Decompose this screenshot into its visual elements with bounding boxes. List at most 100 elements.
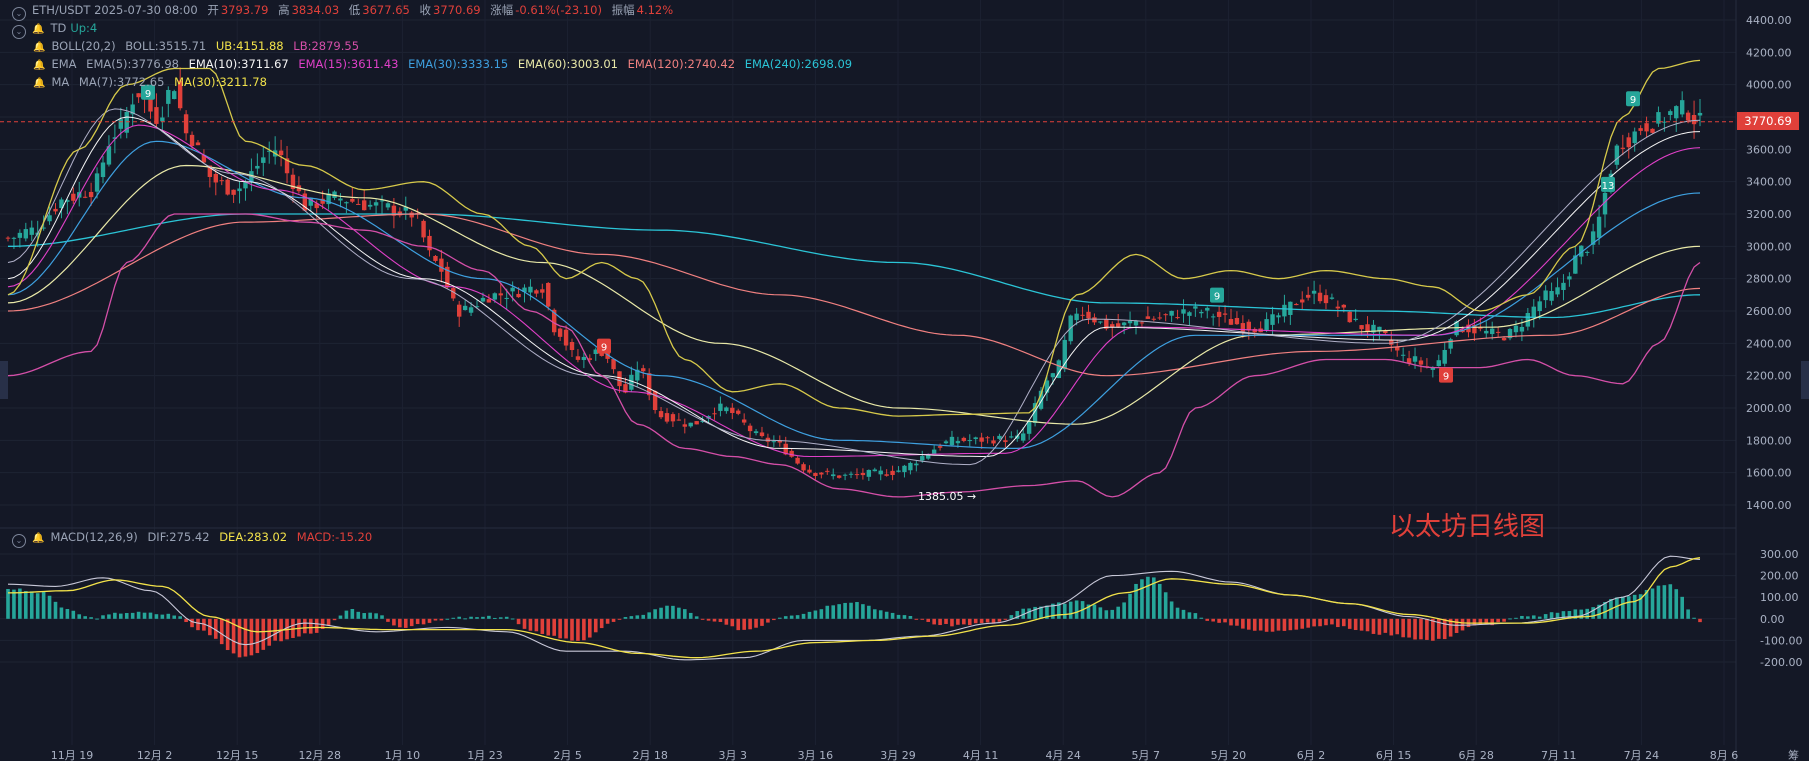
macd-histogram-bar <box>1306 618 1310 628</box>
candle-body <box>1276 315 1281 318</box>
macd-histogram-bar <box>677 607 681 619</box>
price-tick-label: 1400.00 <box>1746 499 1792 512</box>
macd-histogram-bar <box>1419 618 1423 640</box>
candle-body <box>41 227 46 229</box>
left-panel-toggle[interactable] <box>0 361 8 399</box>
collapse-icon[interactable]: ⌄ <box>12 7 26 21</box>
candle-body <box>278 150 284 156</box>
macd-histogram-bar <box>1027 608 1031 619</box>
macd-histogram-bar <box>83 616 87 619</box>
macd-histogram-bar <box>967 618 972 626</box>
macd-histogram-bar <box>1092 604 1097 619</box>
macd-histogram-bar <box>314 618 319 633</box>
boll-name: BOLL(20,2) <box>51 39 116 53</box>
candle-body <box>356 203 361 205</box>
macd-histogram-bar <box>1353 618 1358 631</box>
ma7-value: MA(7):3772.65 <box>78 75 165 89</box>
collapse-icon[interactable]: ⌄ <box>12 534 26 548</box>
date-tick-label: 6月 15 <box>1376 749 1412 761</box>
candle-body <box>848 473 854 475</box>
macd-histogram-bar <box>760 618 764 626</box>
macd-histogram-bar <box>872 609 877 619</box>
macd-histogram-bar <box>451 617 456 619</box>
candle-body <box>1418 360 1424 365</box>
macd-histogram-bar <box>297 618 301 637</box>
macd-histogram-bar <box>1294 618 1299 630</box>
bell-icon[interactable]: 🔔 <box>32 533 45 544</box>
bell-icon[interactable]: 🔔 <box>33 60 46 71</box>
candle-body <box>314 203 319 209</box>
candle-body <box>71 193 76 201</box>
macd-histogram-bar <box>878 610 883 619</box>
candle-body <box>985 437 990 439</box>
candle-body <box>17 232 23 238</box>
candle-body <box>1234 317 1240 325</box>
right-panel-toggle[interactable] <box>1801 361 1809 399</box>
bell-icon[interactable]: 🔔 <box>33 78 46 89</box>
candle-body <box>658 411 664 418</box>
candle-body <box>825 470 830 472</box>
price-tick-label: 2600.00 <box>1746 305 1792 318</box>
macd-histogram-bar <box>326 618 331 626</box>
price-tick-label: 3600.00 <box>1746 143 1792 156</box>
macd-histogram-bar <box>979 618 984 624</box>
macd-histogram-bar <box>267 618 272 646</box>
macd-histogram-bar <box>700 618 705 620</box>
candle-body <box>457 304 462 317</box>
candle-body <box>1685 112 1691 121</box>
macd-histogram-bar <box>576 618 580 641</box>
macd-histogram-bar <box>605 618 610 624</box>
macd-histogram-bar <box>588 618 592 638</box>
collapse-icon[interactable]: ⌄ <box>12 25 26 39</box>
macd-histogram-bar <box>1152 577 1156 619</box>
price-tick-label: 3000.00 <box>1746 240 1792 253</box>
macd-histogram-bar <box>647 612 651 619</box>
candle-body <box>741 419 747 423</box>
boll-upper-band <box>7 59 1701 417</box>
macd-histogram-bar <box>1656 585 1661 619</box>
macd-histogram-bar <box>47 595 52 619</box>
date-tick-label: 2月 18 <box>632 749 668 761</box>
macd-tick-label: -200.00 <box>1760 656 1802 669</box>
candle-body <box>991 440 996 444</box>
macd-histogram-bar <box>493 617 497 619</box>
bell-icon[interactable]: 🔔 <box>32 24 45 35</box>
td-marker-label: 9 <box>1630 95 1636 106</box>
macd-histogram-bar <box>136 611 141 619</box>
candle-body <box>682 424 687 427</box>
candle-body <box>1335 306 1341 309</box>
macd-histogram-bar <box>1579 609 1584 619</box>
macd-histogram-bar <box>1146 576 1150 619</box>
macd-histogram-bar <box>694 616 699 619</box>
candle-body <box>920 456 925 461</box>
price-tick-label: 4000.00 <box>1746 79 1792 92</box>
macd-histogram-bar <box>653 609 657 619</box>
macd-histogram-bar <box>1549 612 1554 619</box>
candle-body <box>468 307 474 313</box>
candle-body <box>237 188 242 192</box>
macd-dif-value: DIF:275.42 <box>147 530 210 544</box>
candle-body <box>1003 440 1008 443</box>
candle-body <box>1674 106 1679 119</box>
td-marker <box>1210 287 1224 303</box>
macd-histogram-bar <box>861 604 865 619</box>
macd-histogram-bar <box>154 614 159 619</box>
watermark-text: 以太坊日线图 <box>1389 512 1546 542</box>
candle-body <box>736 410 741 414</box>
boll-ub: UB:4151.88 <box>215 39 284 53</box>
bell-icon[interactable]: 🔔 <box>33 42 46 53</box>
macd-histogram-bar <box>148 612 153 619</box>
candle-body <box>326 193 331 205</box>
candle-body <box>219 180 224 182</box>
macd-histogram-bar <box>736 618 741 631</box>
macd-histogram-bar <box>374 613 378 619</box>
candle-body <box>1181 309 1186 314</box>
candle-body <box>1056 360 1062 379</box>
macd-histogram-bar <box>433 618 438 621</box>
price-tick-label: 3200.00 <box>1746 208 1792 221</box>
candle-body <box>290 174 296 190</box>
candle-body <box>462 305 468 311</box>
date-tick-label: 12月 15 <box>216 749 259 761</box>
candle-body <box>563 329 569 346</box>
candle-body <box>213 173 218 183</box>
